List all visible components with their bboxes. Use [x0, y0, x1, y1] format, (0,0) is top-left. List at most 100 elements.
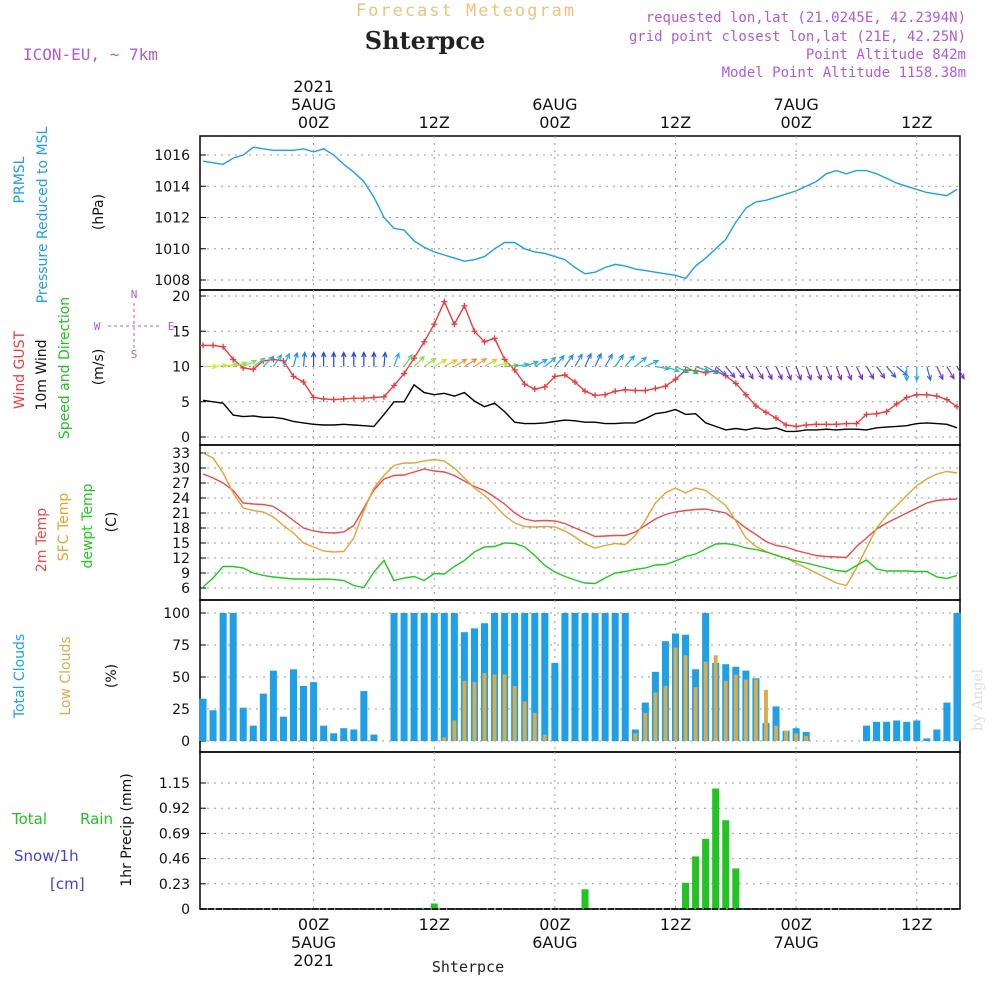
clouds-total_clouds-bar	[350, 729, 358, 741]
time-axis-label: 00Z	[539, 915, 570, 934]
time-axis-label: 5AUG	[291, 95, 336, 114]
cm-unit-label: [cm]	[50, 875, 85, 893]
time-axis-label: 2021	[293, 77, 334, 96]
gust-point	[793, 423, 800, 430]
clouds-total_clouds-bar	[370, 734, 378, 741]
clouds-low_clouds-bar	[502, 674, 507, 741]
gust-point	[320, 395, 327, 402]
gust-point	[833, 421, 840, 428]
clouds-total_clouds-bar	[591, 613, 599, 741]
clouds-low_clouds-bar	[522, 701, 527, 741]
t2m-label: 2m Temp	[34, 508, 50, 572]
gust-point	[662, 383, 669, 390]
clouds-low_clouds-bar	[472, 682, 477, 741]
gust-point	[250, 366, 257, 373]
wind-direction-arrow	[310, 351, 317, 367]
wind-direction-arrow	[574, 353, 583, 367]
time-axis-label: 00Z	[298, 113, 329, 132]
time-axis-label: 12Z	[660, 915, 691, 934]
speed-direction-label: Speed and Direction	[57, 297, 73, 439]
gust-point	[481, 338, 488, 345]
clouds-total_clouds-bar	[862, 725, 871, 741]
pressure-ytick-label: 1010	[154, 242, 190, 258]
clouds-low_clouds-bar	[743, 679, 748, 741]
time-axis-label: 7AUG	[774, 933, 819, 952]
clouds-total_clouds-bar	[561, 613, 569, 741]
wind-direction-arrow	[371, 351, 377, 367]
clouds-low_clouds-bar	[532, 712, 537, 741]
wind-ytick-label: 10	[172, 360, 190, 376]
gust-point	[913, 391, 920, 398]
clouds-low_clouds-bar	[723, 680, 728, 741]
temperature-ytick-label: 18	[172, 521, 190, 537]
gust-point	[380, 393, 387, 400]
wind-direction-arrow	[361, 351, 367, 367]
clouds-low_clouds-bar	[693, 687, 698, 741]
gust-point	[853, 420, 860, 427]
gust-point	[290, 373, 297, 380]
compass-north: N	[131, 288, 138, 301]
clouds-low_clouds-bar	[713, 655, 718, 741]
gust-point	[783, 422, 790, 429]
snow-label: Snow/1h	[14, 847, 79, 865]
clouds-low_clouds-bar	[633, 733, 638, 741]
temperature-ytick-label: 15	[172, 536, 190, 552]
gust-point	[491, 335, 498, 342]
wind-direction-arrow	[805, 366, 813, 381]
time-axis-label: 6AUG	[532, 95, 577, 114]
clouds-total_clouds-bar	[531, 613, 539, 741]
compass-rose: N W E S	[94, 288, 175, 361]
clouds-total_clouds-bar	[511, 613, 519, 741]
gust-point	[592, 392, 599, 399]
clouds-total_clouds-bar	[340, 728, 348, 741]
footer-station: Shterpce	[432, 958, 504, 976]
clouds-low_clouds-bar	[804, 735, 809, 741]
wind-direction-arrow	[433, 358, 448, 368]
gust-point	[823, 421, 830, 428]
time-axis-label: 00Z	[780, 915, 811, 934]
time-axis-label: 12Z	[901, 915, 932, 934]
clouds-low_clouds-bar	[542, 734, 547, 741]
time-axis-label: 12Z	[660, 113, 691, 132]
time-axis-label: 00Z	[298, 915, 329, 934]
wind-direction-arrow	[645, 359, 660, 368]
gust-point	[943, 396, 950, 403]
gust-point	[742, 391, 749, 398]
clouds-total_clouds-bar	[269, 670, 277, 741]
wind-direction-arrow	[926, 366, 932, 382]
wind-direction-arrow	[685, 365, 699, 375]
time-axis-label: 00Z	[780, 113, 811, 132]
wind-wind-line	[202, 383, 958, 433]
gust-point	[521, 381, 528, 388]
gust-point	[752, 402, 759, 409]
gust-point	[501, 356, 508, 363]
gust-point	[541, 383, 548, 390]
prmsl-label: PRMSL	[12, 156, 28, 203]
low-clouds-label: Low Clouds	[58, 636, 74, 715]
gust-point	[571, 379, 578, 386]
clouds-total_clouds-bar	[209, 710, 217, 741]
wind-direction-arrow	[886, 366, 897, 379]
clouds-total_clouds-bar	[601, 613, 609, 741]
clouds-total_clouds-bar	[330, 733, 338, 741]
wind-direction-arrow	[544, 356, 557, 367]
compass-east: E	[168, 320, 175, 333]
gust-point	[612, 388, 619, 395]
gust-point	[933, 393, 940, 400]
gust-point	[903, 394, 910, 401]
clouds-low_clouds-bar	[442, 737, 447, 741]
compass-south: S	[131, 348, 138, 361]
gust-point	[431, 321, 438, 328]
clouds-low_clouds-bar	[784, 730, 789, 741]
hpa-unit-label: (hPa)	[91, 194, 107, 230]
wind-direction-arrow	[282, 352, 291, 367]
clouds-low_clouds-bar	[653, 692, 658, 741]
pressure-ytick-label: 1014	[154, 179, 190, 195]
wind-gust-line	[203, 299, 958, 428]
wind-direction-arrow	[725, 366, 736, 379]
wind-direction-arrow	[845, 366, 853, 381]
gust-point	[773, 414, 780, 421]
wind-direction-arrow	[393, 352, 400, 367]
clouds-low_clouds-bar	[753, 679, 758, 741]
